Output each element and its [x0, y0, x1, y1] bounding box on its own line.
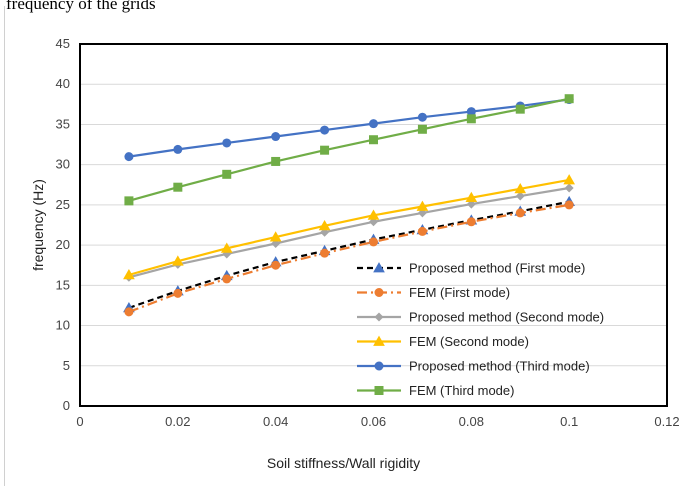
x-tick-label: 0	[76, 414, 83, 429]
data-point	[514, 182, 527, 194]
data-point	[320, 125, 330, 135]
x-tick-label: 0.02	[165, 414, 190, 429]
legend-label: Proposed method (Third mode)	[409, 359, 590, 374]
series-line	[128, 178, 570, 276]
series-line	[128, 97, 570, 202]
data-point	[417, 226, 427, 236]
data-point	[124, 152, 134, 162]
data-point	[374, 361, 384, 371]
data-point	[417, 112, 427, 122]
data-point	[515, 191, 525, 201]
y-tick-label: 45	[56, 36, 70, 51]
chart-frame: 0 5 10 15 20 25 30 35 40 45 0 0.02 0.04 0.06 0.08 0.1 0.…	[4, 6, 698, 486]
data-point	[515, 104, 525, 114]
figure-caption: frequency of the grids	[6, 0, 156, 13]
y-tick-label: 10	[56, 318, 70, 333]
data-point	[416, 200, 429, 211]
data-point	[466, 217, 476, 227]
legend-entry: FEM (First mode)	[357, 285, 510, 300]
data-point	[318, 219, 331, 231]
legend-label: FEM (First mode)	[409, 285, 510, 300]
data-point	[269, 231, 282, 242]
data-point	[173, 144, 183, 154]
legend-entry: Proposed method (Third mode)	[357, 359, 590, 374]
data-point	[515, 208, 525, 218]
data-point	[271, 260, 281, 270]
legend-entry: FEM (Third mode)	[357, 383, 514, 398]
y-tick-label: 20	[56, 237, 70, 252]
series-line	[128, 203, 570, 313]
data-point	[369, 135, 378, 145]
data-point	[124, 307, 134, 317]
series-4	[123, 174, 576, 280]
y-tick-label: 35	[56, 116, 70, 131]
legend-label: FEM (Third mode)	[409, 383, 514, 398]
legend-label: Proposed method (Second mode)	[409, 310, 604, 325]
series-line	[128, 186, 570, 279]
data-point	[222, 169, 232, 179]
data-point	[271, 156, 281, 166]
data-point	[465, 191, 478, 203]
x-tick-label: 0.06	[361, 414, 386, 429]
plot-area-border	[79, 43, 668, 407]
data-point	[374, 386, 384, 395]
data-point	[320, 145, 330, 155]
data-point	[367, 209, 380, 220]
data-point	[173, 288, 183, 298]
data-point	[173, 182, 183, 192]
data-point	[417, 124, 427, 134]
data-point	[564, 200, 574, 210]
data-point	[123, 269, 135, 280]
y-tick-label: 5	[63, 358, 70, 373]
y-tick-label: 40	[56, 76, 70, 91]
legend-label: FEM (Second mode)	[409, 334, 529, 349]
data-point	[373, 335, 385, 346]
series-2	[124, 200, 574, 317]
data-point	[466, 114, 476, 124]
series-lines	[123, 94, 576, 317]
data-point	[373, 262, 385, 273]
legend-entry: FEM (Second mode)	[357, 334, 529, 349]
data-point	[320, 248, 330, 258]
data-point	[124, 196, 134, 206]
x-tick-label: 0.08	[459, 414, 484, 429]
legend-label: Proposed method (First mode)	[409, 261, 585, 276]
y-axis-title: frequency (Hz)	[30, 179, 46, 271]
x-tick-label: 0.1	[560, 414, 578, 429]
y-tick-label: 25	[56, 197, 70, 212]
y-tick-label: 0	[63, 398, 70, 413]
x-tick-label: 0.04	[263, 414, 288, 429]
data-point	[171, 255, 184, 266]
data-point	[564, 94, 574, 104]
series-6	[124, 94, 574, 206]
data-point	[369, 119, 378, 129]
axis-ticks: 0 5 10 15 20 25 30 35 40 45 0 0.02 0.04 0.06 0.08 0.1 0.…	[56, 36, 680, 429]
data-point	[271, 132, 281, 142]
data-point	[222, 274, 232, 284]
data-point	[369, 237, 378, 247]
legend-entry: Proposed method (Second mode)	[357, 310, 604, 325]
frequency-line-chart: 0 5 10 15 20 25 30 35 40 45 0 0.02 0.04 0.06 0.08 0.1 0.…	[30, 36, 680, 471]
y-tick-label: 30	[56, 157, 70, 172]
series-line	[128, 98, 570, 158]
data-point	[220, 242, 233, 253]
data-point	[374, 312, 384, 322]
x-tick-label: 0.12	[654, 414, 679, 429]
legend: Proposed method (First mode) FEM (First m…	[357, 261, 604, 398]
data-point	[564, 183, 574, 193]
data-point	[563, 174, 576, 185]
legend-entry: Proposed method (First mode)	[357, 261, 585, 276]
series-5	[124, 95, 574, 162]
data-point	[374, 288, 384, 297]
x-axis-title: Soil stiffness/Wall rigidity	[267, 455, 420, 471]
data-point	[222, 138, 232, 148]
data-point	[466, 107, 476, 117]
y-tick-label: 15	[56, 277, 70, 292]
